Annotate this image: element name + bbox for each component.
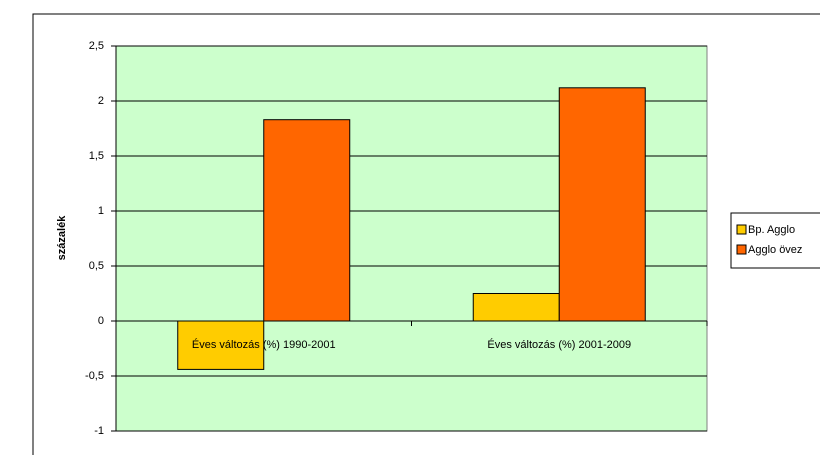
legend-box <box>730 212 820 269</box>
bar <box>263 119 351 322</box>
y-tick-label: 0,5 <box>89 260 104 272</box>
legend-swatch <box>736 224 747 235</box>
bar <box>472 293 560 322</box>
y-tick-label: 1 <box>98 205 104 217</box>
legend-label: Agglo övez <box>748 244 802 256</box>
y-tick-label: -0,5 <box>85 370 104 382</box>
bar <box>558 87 646 322</box>
y-axis-label: százalék <box>56 215 68 261</box>
y-tick-label: 2,5 <box>89 40 104 52</box>
x-tick-label: Éves változás (%) 1990-2001 <box>192 338 336 351</box>
legend-label: Bp. Agglo <box>748 224 795 236</box>
y-tick-label: 2 <box>98 95 104 107</box>
x-tick-label: Éves változás (%) 2001-2009 <box>487 338 631 351</box>
legend-swatch <box>736 244 747 255</box>
y-tick-label: 0 <box>98 315 104 327</box>
y-tick-label: 1,5 <box>89 150 104 162</box>
y-tick-label: -1 <box>94 425 104 437</box>
